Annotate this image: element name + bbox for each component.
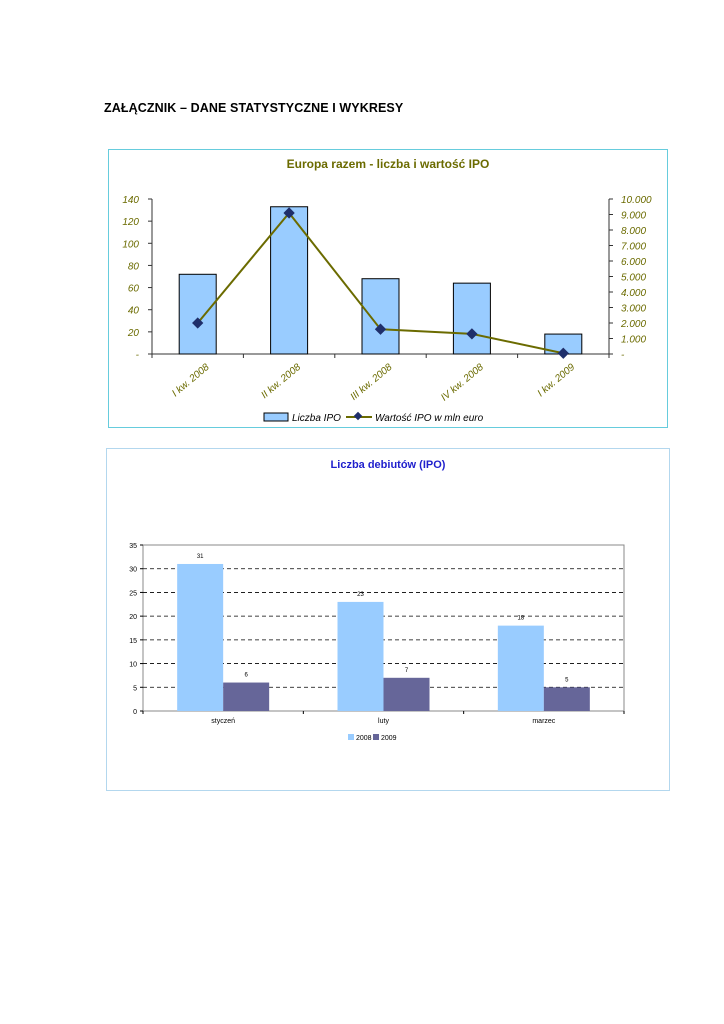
x-tick-label: III kw. 2008 bbox=[349, 362, 395, 403]
legend-label-wartosc-ipo: Wartość IPO w mln euro bbox=[375, 413, 484, 424]
y-tick-label: 20 bbox=[129, 614, 137, 621]
bar-liczba-ipo bbox=[452, 282, 491, 355]
legend-label-liczba-ipo: Liczba IPO bbox=[292, 413, 341, 424]
y-tick-label-left: 140 bbox=[122, 195, 139, 206]
data-label: 7 bbox=[405, 668, 409, 674]
bar-2008 bbox=[177, 563, 224, 711]
legend-swatch-2008 bbox=[348, 734, 354, 740]
data-label: 31 bbox=[197, 554, 204, 560]
y-tick-label-right: 9.000 bbox=[621, 211, 646, 222]
data-label: 23 bbox=[357, 592, 364, 598]
y-tick-label: 0 bbox=[133, 709, 137, 716]
y-tick-label-right: 5.000 bbox=[621, 273, 646, 284]
y-tick-label-right: 8.000 bbox=[621, 226, 646, 237]
chart-title: Liczba debiutów (IPO) bbox=[331, 459, 446, 471]
x-tick-label: styczeń bbox=[211, 718, 235, 725]
bar-2009 bbox=[223, 682, 270, 711]
bar-liczba-ipo bbox=[270, 206, 309, 355]
y-tick-label-right: - bbox=[621, 350, 625, 361]
bar-2009 bbox=[383, 677, 430, 711]
data-label: 6 bbox=[244, 673, 248, 679]
x-tick-label: I kw. 2008 bbox=[170, 362, 212, 400]
bar-2008 bbox=[337, 601, 384, 711]
bar-liczba-ipo bbox=[178, 273, 217, 355]
legend-label-2008: 2008 bbox=[356, 735, 372, 742]
y-tick-label-left: - bbox=[136, 350, 140, 361]
marker-wartosc-ipo bbox=[466, 328, 478, 340]
chart-ipo-europe-svg: Europa razem - liczba i wartość IPO - 20 40… bbox=[122, 157, 652, 424]
y-tick-label-left: 120 bbox=[122, 217, 139, 228]
y-tick-label: 10 bbox=[129, 662, 137, 669]
x-tick-label: II kw. 2008 bbox=[259, 362, 303, 401]
x-tick-label: IV kw. 2008 bbox=[439, 362, 486, 404]
legend-label-2009: 2009 bbox=[381, 735, 397, 742]
page-heading: ZAŁĄCZNIK – DANE STATYSTYCZNE I WYKRESY bbox=[104, 101, 404, 115]
chart-title: Europa razem - liczba i wartość IPO bbox=[287, 157, 490, 171]
y-tick-label-left: 100 bbox=[122, 239, 139, 250]
x-tick-label: I kw. 2009 bbox=[536, 362, 578, 400]
legend-swatch-liczba-ipo bbox=[263, 412, 289, 422]
chart-ipo-debuts-svg: Liczba debiutów (IPO) 0 5 10 15 20 25 30 35 31 6 st… bbox=[129, 459, 625, 742]
y-tick-label-right: 6.000 bbox=[621, 257, 646, 268]
marker-wartosc-ipo bbox=[557, 347, 569, 359]
legend-marker-wartosc-ipo bbox=[353, 411, 363, 421]
x-tick-label: marzec bbox=[532, 718, 555, 725]
chart-ipo-debuts: Liczba debiutów (IPO) 0 5 10 15 20 25 30 35 31 6 st… bbox=[106, 448, 670, 791]
y-tick-label-right: 2.000 bbox=[620, 319, 646, 330]
y-tick-label-right: 10.000 bbox=[621, 195, 652, 206]
data-label: 18 bbox=[517, 616, 524, 622]
legend-swatch-2009 bbox=[373, 734, 379, 740]
y-tick-label-right: 1.000 bbox=[621, 335, 646, 346]
y-tick-label: 30 bbox=[129, 567, 137, 574]
x-tick-label: luty bbox=[378, 718, 389, 725]
y-tick-label-left: 60 bbox=[128, 284, 140, 295]
y-tick-label: 15 bbox=[129, 638, 137, 645]
y-tick-label-right: 7.000 bbox=[621, 242, 646, 253]
data-label: 5 bbox=[565, 677, 569, 683]
y-tick-label-left: 80 bbox=[128, 261, 140, 272]
chart-ipo-europe: Europa razem - liczba i wartość IPO - 20 40… bbox=[108, 149, 668, 428]
bar-2008 bbox=[497, 625, 544, 711]
bar-liczba-ipo bbox=[361, 278, 400, 355]
y-tick-label-right: 4.000 bbox=[621, 288, 646, 299]
y-tick-label-right: 3.000 bbox=[621, 304, 646, 315]
y-tick-label: 5 bbox=[133, 685, 137, 692]
y-tick-label-left: 20 bbox=[127, 328, 140, 339]
y-tick-label: 25 bbox=[129, 590, 137, 597]
y-tick-label: 35 bbox=[129, 543, 137, 550]
y-tick-label-left: 40 bbox=[128, 306, 140, 317]
marker-wartosc-ipo bbox=[374, 323, 387, 335]
bar-2009 bbox=[543, 687, 590, 711]
